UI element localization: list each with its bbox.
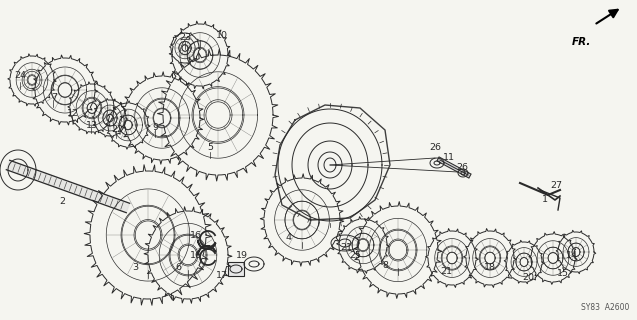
- Text: 16: 16: [190, 230, 202, 239]
- Text: 2: 2: [59, 197, 65, 206]
- Text: 10: 10: [216, 31, 228, 41]
- Bar: [228, 262, 244, 276]
- Text: 8: 8: [382, 260, 388, 269]
- Text: 7: 7: [51, 93, 57, 102]
- Text: 21: 21: [440, 268, 452, 276]
- Text: 16: 16: [190, 251, 202, 260]
- Text: 25: 25: [349, 251, 361, 260]
- Text: 20: 20: [522, 274, 534, 283]
- Text: 19: 19: [236, 251, 248, 260]
- Text: 26: 26: [429, 143, 441, 153]
- Text: 18: 18: [484, 263, 496, 273]
- Text: 27: 27: [550, 180, 562, 189]
- Text: 5: 5: [207, 143, 213, 153]
- Text: 24: 24: [14, 71, 26, 81]
- Text: 13: 13: [86, 121, 98, 130]
- Text: 17: 17: [216, 270, 228, 279]
- Text: 21: 21: [340, 244, 352, 252]
- Text: SY83  A2600: SY83 A2600: [580, 303, 629, 312]
- Text: 4: 4: [285, 233, 291, 242]
- Text: 26: 26: [456, 164, 468, 172]
- Polygon shape: [6, 160, 130, 213]
- Text: 22: 22: [111, 125, 123, 134]
- Text: FR.: FR.: [572, 37, 591, 47]
- Text: 14: 14: [566, 252, 578, 260]
- Text: 15: 15: [557, 268, 569, 277]
- Text: 12: 12: [67, 108, 79, 117]
- Text: 11: 11: [443, 154, 455, 163]
- Text: 3: 3: [132, 263, 138, 273]
- Text: 1: 1: [542, 196, 548, 204]
- Text: 9: 9: [152, 124, 158, 132]
- Text: 6: 6: [175, 263, 181, 273]
- Text: 23: 23: [179, 34, 191, 43]
